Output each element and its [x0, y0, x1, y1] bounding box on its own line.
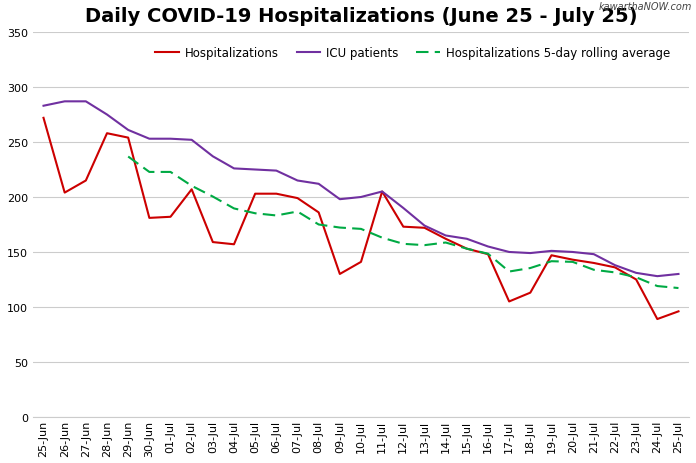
- Text: kawarthaNOW.com: kawarthaNOW.com: [599, 2, 693, 13]
- Legend: Hospitalizations, ICU patients, Hospitalizations 5-day rolling average: Hospitalizations, ICU patients, Hospital…: [155, 47, 670, 60]
- Title: Daily COVID-19 Hospitalizations (June 25 - July 25): Daily COVID-19 Hospitalizations (June 25…: [85, 7, 638, 26]
